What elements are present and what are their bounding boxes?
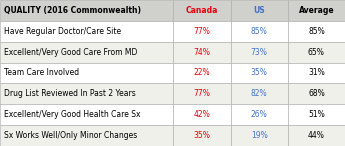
Text: Have Regular Doctor/Care Site: Have Regular Doctor/Care Site bbox=[4, 27, 121, 36]
Bar bbox=[230, 0, 288, 21]
Text: 31%: 31% bbox=[308, 68, 325, 78]
Text: Excellent/Very Good Care From MD: Excellent/Very Good Care From MD bbox=[4, 48, 138, 57]
Text: 22%: 22% bbox=[194, 68, 210, 78]
Bar bbox=[230, 125, 288, 146]
Text: 68%: 68% bbox=[308, 89, 325, 98]
Text: Drug List Reviewed In Past 2 Years: Drug List Reviewed In Past 2 Years bbox=[4, 89, 136, 98]
Bar bbox=[0, 125, 174, 146]
Bar bbox=[174, 104, 230, 125]
Bar bbox=[174, 42, 230, 63]
Bar bbox=[0, 21, 174, 42]
Text: 35%: 35% bbox=[194, 131, 210, 140]
Bar bbox=[174, 21, 230, 42]
Bar bbox=[288, 63, 345, 83]
Text: Canada: Canada bbox=[186, 6, 218, 15]
Text: Average: Average bbox=[298, 6, 334, 15]
Text: 77%: 77% bbox=[194, 27, 210, 36]
Bar bbox=[288, 21, 345, 42]
Text: 44%: 44% bbox=[308, 131, 325, 140]
Bar bbox=[288, 104, 345, 125]
Text: 42%: 42% bbox=[194, 110, 210, 119]
Text: 19%: 19% bbox=[251, 131, 268, 140]
Text: 73%: 73% bbox=[251, 48, 268, 57]
Bar bbox=[230, 42, 288, 63]
Text: 82%: 82% bbox=[251, 89, 267, 98]
Bar bbox=[174, 125, 230, 146]
Bar bbox=[0, 83, 174, 104]
Bar bbox=[174, 0, 230, 21]
Bar bbox=[0, 42, 174, 63]
Bar bbox=[230, 63, 288, 83]
Text: 51%: 51% bbox=[308, 110, 325, 119]
Text: 85%: 85% bbox=[251, 27, 268, 36]
Bar bbox=[230, 21, 288, 42]
Text: Team Care Involved: Team Care Involved bbox=[4, 68, 79, 78]
Text: Excellent/Very Good Health Care Sx: Excellent/Very Good Health Care Sx bbox=[4, 110, 141, 119]
Bar bbox=[174, 83, 230, 104]
Bar bbox=[288, 125, 345, 146]
Bar bbox=[230, 83, 288, 104]
Text: 85%: 85% bbox=[308, 27, 325, 36]
Bar bbox=[230, 104, 288, 125]
Bar bbox=[174, 63, 230, 83]
Bar bbox=[0, 63, 174, 83]
Text: 77%: 77% bbox=[194, 89, 210, 98]
Text: 26%: 26% bbox=[251, 110, 268, 119]
Bar bbox=[288, 42, 345, 63]
Text: 74%: 74% bbox=[194, 48, 210, 57]
Text: US: US bbox=[253, 6, 265, 15]
Text: Sx Works Well/Only Minor Changes: Sx Works Well/Only Minor Changes bbox=[4, 131, 137, 140]
Bar bbox=[0, 104, 174, 125]
Text: QUALITY (2016 Commonwealth): QUALITY (2016 Commonwealth) bbox=[4, 6, 141, 15]
Bar bbox=[288, 83, 345, 104]
Text: 35%: 35% bbox=[251, 68, 268, 78]
Text: 65%: 65% bbox=[308, 48, 325, 57]
Bar bbox=[288, 0, 345, 21]
Bar bbox=[0, 0, 174, 21]
